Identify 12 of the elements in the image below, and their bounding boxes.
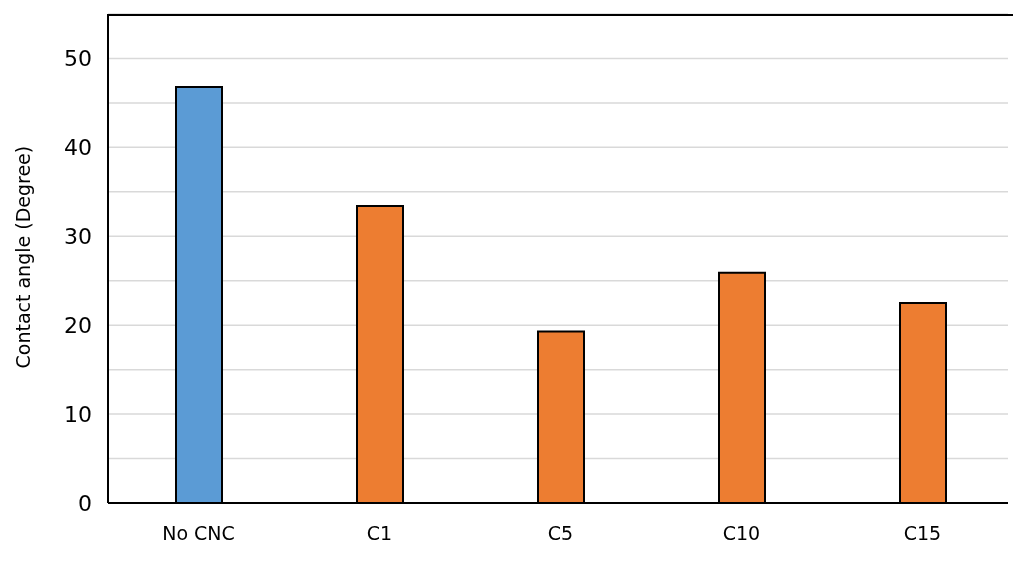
y-tick-label: 10	[64, 401, 92, 427]
x-tick-label: C10	[722, 522, 761, 545]
y-axis-title: Contact angle (Degree)	[11, 145, 34, 369]
x-tick-label: No CNC	[162, 522, 235, 545]
x-tick-label: C1	[366, 522, 393, 545]
y-tick-label: 20	[64, 312, 92, 338]
y-tick-label: 0	[78, 490, 92, 516]
y-tick-label: 40	[64, 135, 92, 161]
x-tick-label: C5	[547, 522, 574, 545]
y-tick-label: 50	[64, 46, 92, 72]
y-tick-label: 30	[64, 224, 92, 250]
x-tick-label: C15	[903, 522, 942, 545]
